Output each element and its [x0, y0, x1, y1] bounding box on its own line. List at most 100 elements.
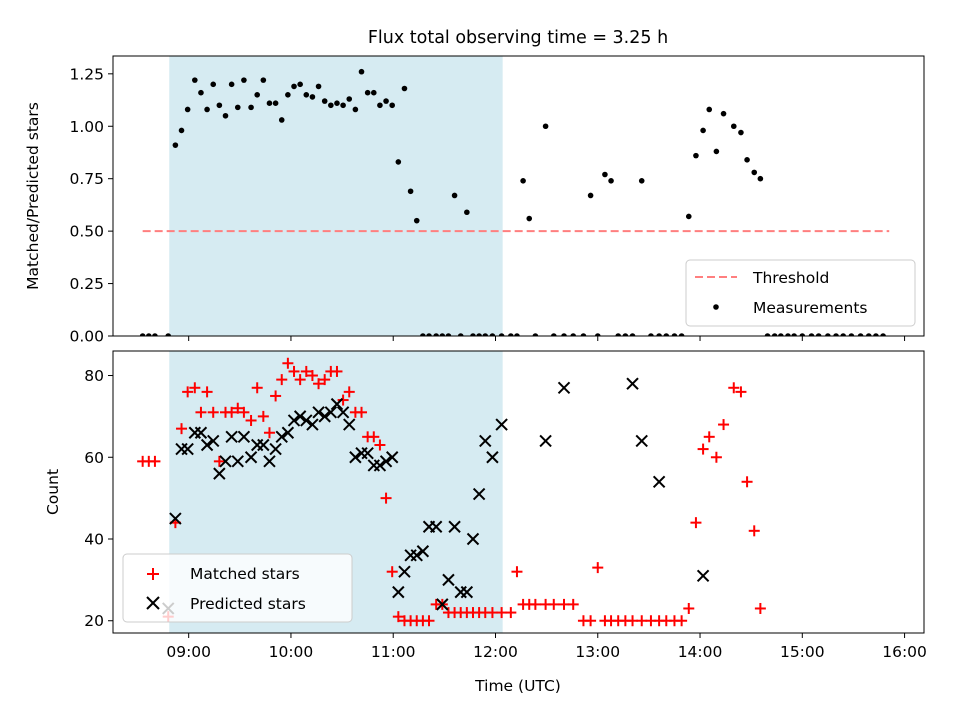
ratio-y-tick-label: 0.75 — [69, 170, 104, 188]
matched-star-point — [741, 476, 753, 488]
matched-star-point — [306, 370, 318, 382]
measurement-point — [184, 106, 191, 113]
measurement-point — [663, 333, 670, 336]
ratio-legend: Threshold Measurements — [685, 259, 916, 327]
measurement-point — [216, 102, 223, 109]
count-y-tick-label: 20 — [84, 612, 104, 630]
predicted-star-point — [557, 381, 571, 394]
measurement-point — [260, 77, 267, 83]
measurement-point — [799, 333, 806, 336]
measurement-point — [608, 177, 614, 184]
measurement-point — [303, 92, 310, 98]
matched-star-point — [226, 406, 238, 418]
matched-star-point — [831, 697, 842, 708]
predicted-star-point — [442, 573, 455, 587]
matched-star-point — [558, 598, 570, 610]
count-y-tick-label: 60 — [84, 449, 104, 467]
predicted-star-point — [755, 697, 766, 708]
matched-star-point — [213, 455, 225, 467]
predicted-star-point — [448, 520, 461, 533]
measurement-point — [476, 333, 482, 336]
measurement-point — [561, 333, 567, 336]
measurement-point — [178, 127, 185, 134]
predicted-star-point — [398, 565, 411, 578]
predicted-star-point — [410, 549, 423, 562]
measurement-point — [241, 77, 247, 83]
measurement-point — [413, 217, 420, 224]
measurement-point — [580, 333, 587, 336]
measurement-point — [152, 333, 158, 336]
matched-star-point — [343, 386, 355, 398]
predicted-star-point — [696, 569, 710, 582]
count-x-tick-label: 10:00 — [269, 643, 314, 661]
matched-star-point — [592, 562, 604, 574]
matched-star-point — [585, 615, 597, 627]
predicted-star-point — [878, 697, 889, 708]
matched-star-point — [423, 615, 435, 627]
count-y-tick-label: 80 — [84, 367, 104, 385]
matched-star-point — [735, 386, 747, 398]
figure-title: Flux total observing time = 3.25 h — [368, 28, 668, 48]
matched-legend-marker — [147, 568, 159, 580]
measurement-point — [744, 157, 750, 163]
predicted-star-point — [300, 414, 313, 427]
measurement-point — [383, 98, 389, 104]
measurement-point — [833, 333, 839, 336]
predicted-star-point — [181, 442, 194, 456]
predicted-star-point — [349, 451, 362, 464]
measurement-point — [395, 159, 402, 165]
measurement-point — [713, 148, 720, 155]
measurement-point — [352, 106, 359, 113]
measurement-point — [771, 333, 778, 336]
measurement-point — [407, 188, 414, 195]
predicted-star-point — [472, 487, 486, 501]
matched-star-point — [703, 431, 715, 443]
matched-star-point — [486, 607, 498, 619]
measurement-point — [542, 123, 549, 130]
matched-star-point — [201, 386, 213, 398]
matched-star-point — [846, 697, 857, 708]
measurement-point — [228, 81, 235, 88]
matched-star-point — [870, 697, 881, 708]
matched-star-point — [149, 455, 161, 467]
matched-star-point — [176, 423, 188, 435]
predicted-star-point — [373, 459, 387, 472]
matched-star-point — [282, 357, 294, 369]
matched-star-point — [238, 406, 250, 418]
measurement-point — [426, 333, 432, 336]
predicted-star-point — [486, 451, 499, 464]
measurement-point — [165, 333, 172, 336]
measurement-point — [433, 333, 439, 336]
measurement-point — [757, 175, 764, 182]
ratio-y-tick-label: 1.00 — [69, 118, 104, 136]
predicted-star-point — [436, 598, 449, 611]
predicted-star-point — [257, 438, 270, 452]
measurement-point — [508, 333, 514, 336]
predicted-star-point — [466, 532, 480, 546]
predicted-star-point — [721, 697, 732, 708]
ratio-panel: 0.00 0.25 0.50 0.75 1.00 1.25 Matched/Predict… — [24, 55, 925, 346]
measurement-point — [340, 102, 346, 109]
matched-star-point — [331, 365, 343, 377]
matched-star-point — [386, 566, 398, 578]
predicted-star-point — [293, 410, 307, 423]
measurement-point — [248, 104, 254, 111]
measurement-point — [685, 213, 692, 220]
ratio-y-axis-label: Matched/Predicted stars — [24, 102, 42, 290]
predicted-star-point — [429, 520, 443, 533]
measurement-point — [389, 102, 395, 109]
measurement-point — [730, 123, 737, 130]
matched-star-point — [257, 410, 269, 422]
matched-star-point — [718, 419, 730, 431]
measurement-point — [720, 110, 727, 117]
predicted-star-point — [379, 455, 393, 468]
measurement-point — [401, 85, 408, 92]
measurement-point — [532, 333, 539, 336]
ratio-plot-frame — [112, 55, 925, 337]
measurement-point — [865, 333, 872, 336]
measurement-point — [738, 129, 744, 136]
measurement-point — [785, 333, 791, 336]
measurement-point — [857, 333, 864, 336]
predicted-star-point — [416, 545, 430, 558]
